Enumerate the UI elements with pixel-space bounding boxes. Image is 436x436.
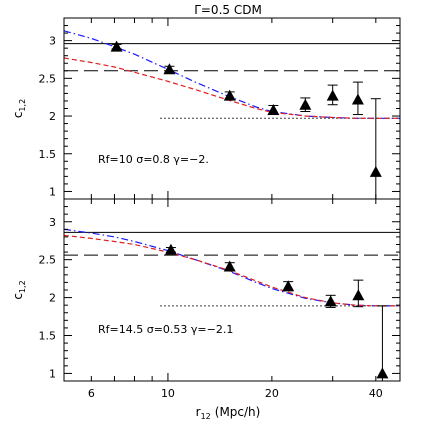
data-point <box>376 305 389 382</box>
x-tick-label: 20 <box>265 387 279 400</box>
data-point <box>351 81 364 116</box>
data-point <box>163 63 176 75</box>
y-tick-label: 2 <box>49 292 56 305</box>
model-curve-dotdash <box>64 228 400 307</box>
y-axis-label-symbol: c <box>11 112 25 119</box>
y-axis-label-subscript: 1,2 <box>18 99 27 112</box>
y-tick-label: 1.5 <box>39 148 57 161</box>
data-point <box>223 89 236 101</box>
data-point <box>324 294 337 308</box>
triangle-marker <box>369 165 382 177</box>
triangle-marker <box>163 63 176 75</box>
model-curve-dashed <box>64 57 400 119</box>
triangle-marker <box>352 289 365 301</box>
data-point <box>369 98 382 200</box>
x-tick-label: 40 <box>369 387 383 400</box>
bottom-panel: 1 1.5 2 2.5 3 6 10 20 40 c1,2 Rf=14.5 σ=0.53 γ=−2.… <box>11 198 401 400</box>
y-tick-label: 3 <box>49 216 56 229</box>
plot-frame <box>63 198 401 382</box>
triangle-marker <box>223 89 236 101</box>
y-tick-label: 2.5 <box>39 72 57 85</box>
x-tick-label: 6 <box>88 387 95 400</box>
data-point <box>223 260 236 272</box>
triangle-marker <box>110 40 123 52</box>
parameter-annotation: Rf=10 σ=0.8 γ=−2. <box>98 153 209 166</box>
data-point <box>164 243 177 255</box>
y-tick-label: 1 <box>49 185 56 198</box>
x-axis-label-symbol: r <box>196 405 201 419</box>
data-point <box>267 104 280 116</box>
model-curve-dotdash <box>64 30 400 119</box>
y-tick-label: 2.5 <box>39 254 57 267</box>
y-axis-label: c1,2 <box>11 99 27 118</box>
triangle-marker <box>376 367 389 379</box>
y-axis-label-symbol: c <box>11 293 25 300</box>
data-point <box>352 279 365 308</box>
triangle-marker <box>267 104 280 116</box>
triangle-marker <box>324 295 337 307</box>
data-point <box>326 84 339 106</box>
y-tick-label: 1 <box>49 367 56 380</box>
triangle-marker <box>351 93 364 105</box>
triangle-marker <box>299 98 312 110</box>
triangle-marker <box>326 89 339 101</box>
triangle-marker <box>223 260 236 272</box>
chart-title: Γ=0.5 CDM <box>194 3 262 17</box>
y-tick-label: 2 <box>49 110 56 123</box>
x-axis-label-subscript: 12 <box>201 412 211 421</box>
triangle-marker <box>164 243 177 255</box>
y-tick-label: 3 <box>49 35 56 48</box>
y-tick-label: 1.5 <box>39 330 57 343</box>
y-axis-label: c1,2 <box>11 280 27 299</box>
x-tick-label: 10 <box>161 387 175 400</box>
parameter-annotation: Rf=14.5 σ=0.53 γ=−2.1 <box>98 323 233 336</box>
data-point <box>282 280 295 292</box>
model-curve-dashed <box>64 234 400 307</box>
triangle-marker <box>282 280 295 292</box>
data-point <box>299 97 312 113</box>
top-panel: 1 1.5 2 2.5 3 c1,2 Rf=10 σ=0.8 γ=−2. <box>11 17 401 200</box>
y-axis-label-subscript: 1,2 <box>18 280 27 293</box>
x-axis-label-unit: (Mpc/h) <box>215 405 261 419</box>
x-axis-label: r12 (Mpc/h) <box>196 405 261 421</box>
data-point <box>110 40 123 52</box>
